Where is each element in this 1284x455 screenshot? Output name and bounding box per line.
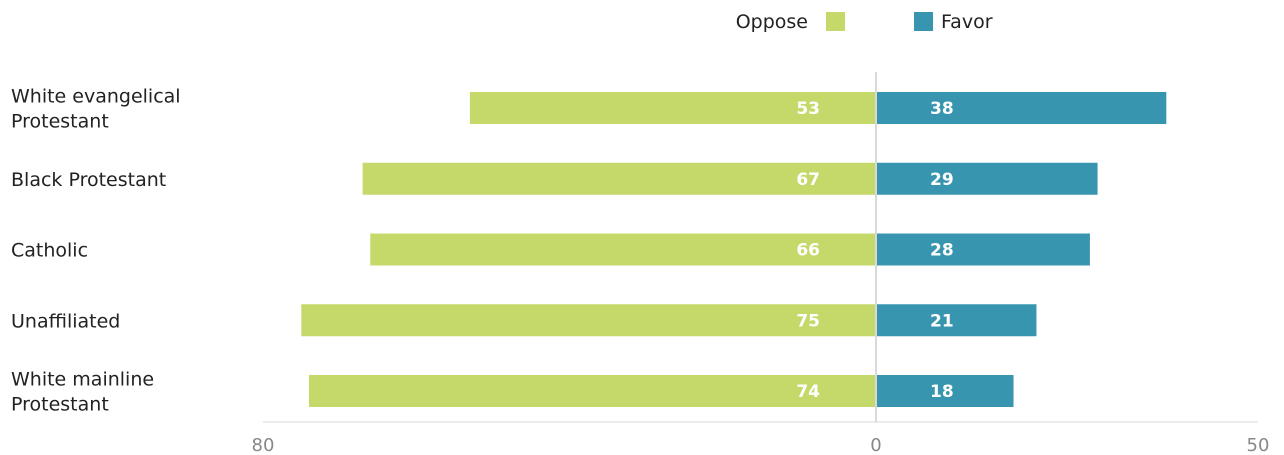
data-label-oppose-black-protestant: 67 <box>796 170 820 190</box>
data-label-oppose-white-evangelical-protestant: 53 <box>796 99 820 119</box>
bar-favor-catholic <box>876 233 1090 266</box>
bar-favor-unaffiliated <box>876 304 1037 337</box>
data-label-favor-white-mainline-protestant: 18 <box>930 382 954 402</box>
data-label-favor-white-evangelical-protestant: 38 <box>930 99 954 119</box>
data-label-oppose-unaffiliated: 75 <box>796 311 820 331</box>
data-label-oppose-white-mainline-protestant: 74 <box>796 382 820 402</box>
legend-swatch-oppose <box>826 12 845 31</box>
bar-oppose-catholic <box>370 233 876 266</box>
data-label-favor-unaffiliated: 21 <box>930 311 954 331</box>
legend-swatch-favor <box>914 12 933 31</box>
legend: Oppose Favor <box>736 11 993 33</box>
legend-label-favor: Favor <box>941 11 993 33</box>
bars: 53 38 67 29 66 28 75 21 74 18 <box>301 92 1167 407</box>
bar-oppose-white-mainline-protestant <box>308 375 877 407</box>
x-axis: 80 0 50 <box>252 72 1270 455</box>
category-label-white-mainline-protestant: White mainline Protestant <box>11 369 154 416</box>
tick-label-80: 80 <box>252 435 275 455</box>
bar-oppose-black-protestant <box>362 162 876 195</box>
data-label-oppose-catholic: 66 <box>796 241 820 261</box>
category-label-black-protestant: Black Protestant <box>11 169 166 191</box>
tick-label-50: 50 <box>1247 435 1270 455</box>
data-label-favor-black-protestant: 29 <box>930 170 954 190</box>
legend-label-oppose: Oppose <box>736 11 808 33</box>
bar-oppose-unaffiliated <box>301 304 876 337</box>
category-label-unaffiliated: Unaffiliated <box>11 310 120 332</box>
tick-label-0: 0 <box>870 435 881 455</box>
category-label-white-evangelical-protestant: White evangelical Protestant <box>11 86 181 133</box>
bar-favor-white-mainline-protestant <box>876 375 1014 407</box>
bar-favor-black-protestant <box>876 162 1098 195</box>
category-labels: White evangelical Protestant Black Protest… <box>11 86 181 416</box>
category-label-catholic: Catholic <box>11 240 88 262</box>
bar-oppose-white-evangelical-protestant <box>469 92 876 124</box>
data-label-favor-catholic: 28 <box>930 241 954 261</box>
bar-favor-white-evangelical-protestant <box>876 92 1167 124</box>
